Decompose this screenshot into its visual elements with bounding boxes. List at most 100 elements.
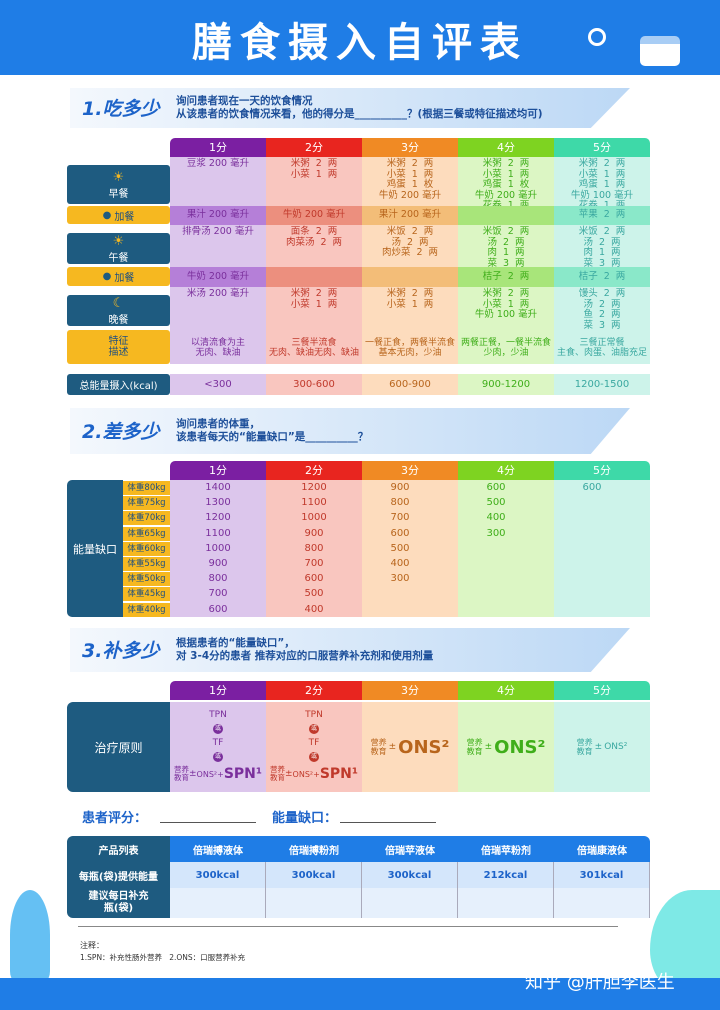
gap-cell: 1300	[170, 495, 266, 511]
gap-cell	[458, 601, 554, 617]
product-energy: 212kcal	[458, 862, 554, 888]
energy-row-label: 每瓶(袋)提供能量	[78, 871, 159, 883]
gap-cell: 900	[170, 556, 266, 572]
meal-cell: 米粥 2 两 小菜 1 两 牛奶 100 毫升	[458, 287, 554, 330]
gap-cell: 800	[266, 540, 362, 556]
gap-cell: 1000	[266, 510, 362, 526]
box-icon	[640, 36, 680, 66]
column-header: 3分	[362, 461, 458, 480]
edu-text: 营养 教育	[173, 765, 189, 782]
column-header: 3分	[362, 138, 458, 157]
section-banner	[70, 88, 630, 128]
watermark: 知乎 @肝胆李医生	[525, 972, 675, 993]
row-label-meal: ☾ 晚餐	[67, 295, 170, 326]
or-badge: 或	[213, 752, 223, 762]
gap-cell	[362, 586, 458, 602]
product-header-label: 产品列表	[98, 845, 139, 857]
daily-input[interactable]	[458, 888, 554, 918]
total-cell: <300	[170, 374, 266, 395]
spn-formula: 营养 教育 ± ONS²+ SPN¹	[170, 765, 266, 783]
column-header: 3分	[362, 681, 458, 700]
column-header: 4分	[458, 138, 554, 157]
gap-cell: 700	[362, 510, 458, 526]
tf-text: TF	[308, 738, 320, 748]
daily-input[interactable]	[362, 888, 458, 918]
gap-cell	[458, 586, 554, 602]
edu-text: 营养 教育	[370, 738, 387, 756]
meal-cell: 三餐正常餐 主食、肉蛋、油脂充足	[554, 330, 650, 364]
gap-cell: 700	[170, 586, 266, 602]
ons-text: ONS²+	[292, 769, 320, 779]
product-name: 倍瑞康液体	[554, 836, 650, 862]
leaf-decoration-left	[10, 890, 50, 980]
meal-cell: 豆浆 200 毫升	[170, 157, 266, 206]
question-line: 询问患者现在一天的饮食情况	[176, 95, 313, 107]
daily-input[interactable]	[170, 888, 266, 918]
meal-cell: 桔子 2 两	[458, 267, 554, 287]
score-label: 患者评分：	[82, 811, 148, 826]
gap-cell: 400	[266, 601, 362, 617]
total-cell: 1200-1500	[554, 374, 650, 395]
energy-gap-label: 能量缺口	[67, 480, 123, 617]
product-label-col	[67, 836, 170, 918]
footer-band	[0, 978, 720, 1010]
gap-cell: 500	[266, 586, 362, 602]
treatment-principle-label: 治疗原则	[67, 702, 170, 792]
question-line: 该患者每天的“能量缺口”是__________？	[176, 431, 369, 443]
gap-cell: 1100	[170, 525, 266, 541]
weight-label: 体重40kg	[123, 602, 170, 617]
sun-icon: ☀	[112, 233, 125, 249]
meal-cell: 米饭 2 两 汤 2 两 肉炒菜 2 两	[362, 225, 458, 267]
treatment-cell: TPN 或 TF 或营养 教育 ± ONS²+ SPN¹	[170, 702, 266, 792]
meal-cell: 米粥 2 两 小菜 1 两	[266, 157, 362, 206]
treatment-cell: 营养 教育 ± ONS²	[554, 702, 650, 792]
score-input[interactable]	[160, 822, 256, 823]
meal-cell: 一餐正食，两餐半流食 基本无肉，少油	[362, 330, 458, 364]
weight-label: 体重55kg	[123, 557, 170, 571]
column-header: 2分	[266, 461, 362, 480]
edu-text: 营养 教育	[466, 738, 483, 756]
search-icon	[588, 28, 606, 46]
gap-cell: 1400	[170, 480, 266, 496]
column-header: 4分	[458, 681, 554, 700]
row-label: 晚餐	[108, 314, 129, 326]
treatment-cell: 营养 教育 ± ONS²	[458, 702, 554, 792]
edu-text: 营养 教育	[269, 765, 285, 782]
ons-text: ONS²	[494, 736, 546, 758]
tf-text: TF	[212, 738, 224, 748]
gap-label: 能量缺口：	[272, 811, 338, 826]
product-energy: 300kcal	[266, 862, 362, 888]
section-question: 询问患者现在一天的饮食情况 从该患者的饮食情况来看，他的得分是__________…	[176, 95, 543, 121]
column-header: 4分	[458, 461, 554, 480]
gap-cell	[458, 571, 554, 587]
column-header: 1分	[170, 681, 266, 700]
gap-cell: 400	[458, 510, 554, 526]
treatment-cell: 营养 教育 ± ONS²	[362, 702, 458, 792]
ons-formula: 营养 教育 ± ONS²	[458, 702, 554, 792]
ons-text: ONS²	[604, 742, 628, 752]
gap-input[interactable]	[340, 822, 436, 823]
question-line: 对 3-4分的患者 推荐对应的口服营养补充剂和使用剂量	[176, 650, 434, 662]
daily-input[interactable]	[266, 888, 362, 918]
gap-cell: 800	[170, 571, 266, 587]
total-cell: 900-1200	[458, 374, 554, 395]
gap-cell: 1100	[266, 495, 362, 511]
meal-cell: 米粥 2 两 小菜 1 两 鸡蛋 1 枚 牛奶 200 毫升	[362, 157, 458, 206]
gap-cell: 600	[554, 480, 650, 496]
column-header: 1分	[170, 138, 266, 157]
leaf-decoration-right	[650, 890, 720, 990]
or-badge: 或	[309, 724, 319, 734]
weight-label: 体重50kg	[123, 572, 170, 587]
column-header: 2分	[266, 681, 362, 700]
gap-cell: 600	[170, 601, 266, 617]
total-cell: 600-900	[362, 374, 458, 395]
divider	[78, 926, 618, 927]
daily-input[interactable]	[554, 888, 650, 918]
gap-cell: 500	[362, 540, 458, 556]
gap-cell: 800	[362, 495, 458, 511]
product-name: 倍瑞搏液体	[170, 836, 266, 862]
row-label-meal: ☀ 午餐	[67, 233, 170, 264]
pm-text: ±	[284, 769, 293, 779]
meal-cell: 米粥 2 两 小菜 1 两	[266, 287, 362, 330]
product-name: 倍瑞搏粉剂	[266, 836, 362, 862]
